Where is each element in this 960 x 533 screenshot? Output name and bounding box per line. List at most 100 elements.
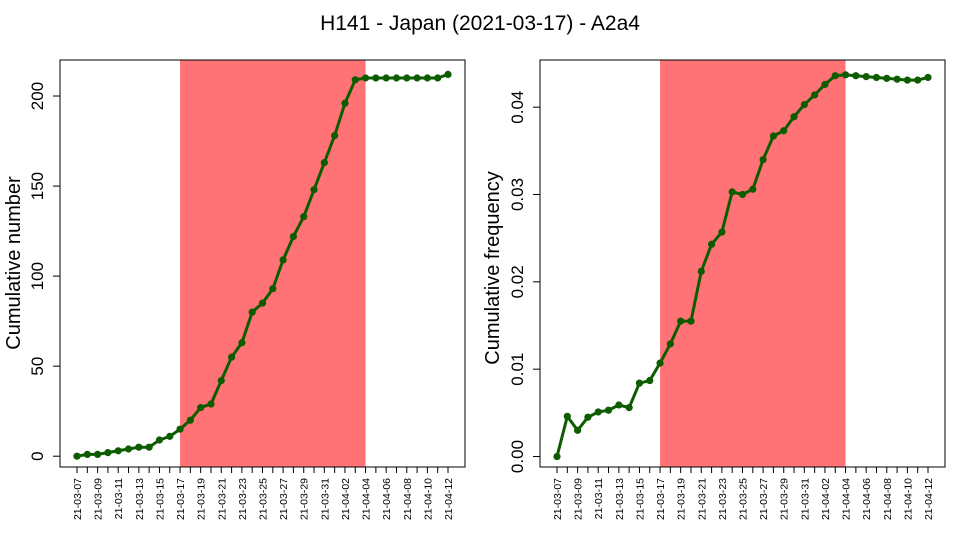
right-data-point — [615, 401, 623, 409]
right-y-axis-label: Cumulative frequency — [482, 171, 504, 364]
right-data-point — [749, 185, 757, 193]
left-data-point — [227, 353, 236, 361]
right-x-tick-label: 21-03-07 — [552, 478, 564, 520]
right-data-point — [883, 74, 891, 82]
right-data-point — [635, 379, 644, 387]
left-data-point — [207, 400, 215, 408]
left-data-point — [320, 159, 328, 167]
left-x-tick-label: 21-04-04 — [361, 478, 373, 520]
left-x-tick-label: 21-03-31 — [319, 478, 331, 520]
right-y-tick-label: 0.04 — [508, 91, 527, 124]
left-data-point — [310, 186, 318, 194]
left-data-point — [289, 232, 298, 241]
right-data-point — [759, 155, 767, 164]
left-y-axis: 0 50 100 150 200 — [28, 82, 60, 461]
right-data-point — [903, 76, 911, 84]
left-highlight-band — [180, 60, 366, 467]
right-data-point — [852, 72, 860, 80]
right-data-point — [707, 240, 716, 248]
left-data-point — [258, 299, 267, 307]
left-data-point — [217, 376, 225, 385]
left-data-point — [155, 436, 164, 444]
right-data-point — [914, 76, 922, 84]
left-x-tick-label: 21-04-02 — [340, 478, 352, 520]
right-chart: 0.000.010.020.030.04 21-03-07 21-03-09 21-… — [482, 59, 946, 520]
right-x-tick-label: 21-03-15 — [634, 478, 646, 520]
left-data-point — [197, 403, 205, 412]
left-x-tick-label: 21-03-19 — [196, 478, 208, 520]
right-x-tick-label: 21-03-27 — [758, 478, 770, 520]
left-y-tick-label: 200 — [28, 82, 47, 110]
right-data-point — [574, 426, 582, 434]
right-data-point — [780, 127, 788, 135]
left-y-axis-label: Cumulative number — [3, 176, 25, 350]
right-data-point — [831, 72, 839, 80]
right-x-tick-label: 21-03-31 — [799, 478, 811, 520]
left-data-point — [423, 74, 431, 82]
left-data-point — [248, 308, 256, 316]
left-data-point — [331, 132, 339, 140]
left-y-tick-label: 150 — [28, 172, 47, 200]
right-x-tick-label: 21-04-08 — [882, 478, 894, 520]
right-x-tick-label: 21-03-23 — [717, 478, 729, 520]
left-data-point — [403, 74, 411, 82]
figure-title: H141 - Japan (2021-03-17) - A2a4 — [320, 12, 640, 35]
right-data-point — [872, 73, 881, 82]
right-data-point — [656, 359, 664, 367]
left-data-point — [176, 425, 184, 433]
right-data-point — [893, 75, 901, 83]
left-data-point — [361, 74, 370, 82]
right-x-tick-label: 21-03-09 — [573, 478, 585, 520]
right-data-point — [697, 267, 705, 275]
left-data-point — [238, 339, 246, 347]
right-data-point — [677, 317, 685, 325]
left-data-point — [73, 452, 81, 460]
right-y-tick-label: 0.03 — [508, 178, 527, 211]
left-x-tick-label: 21-03-21 — [216, 478, 228, 520]
left-points-layer — [73, 70, 452, 460]
right-data-point — [646, 376, 654, 385]
right-data-point — [811, 91, 819, 99]
left-y-tick-label: 50 — [28, 357, 47, 376]
left-data-point — [279, 256, 287, 264]
right-x-tick-label: 21-04-10 — [902, 478, 914, 520]
right-x-tick-label: 21-03-17 — [655, 478, 667, 520]
left-data-point — [104, 448, 112, 457]
left-data-point — [83, 450, 91, 458]
right-x-tick-label: 21-03-13 — [614, 478, 626, 520]
left-x-axis: 21-03-07 21-03-09 21-03-11 21-03-13 21-03-15… — [72, 467, 455, 520]
right-x-tick-label: 21-03-25 — [738, 478, 750, 520]
left-data-point — [413, 74, 421, 82]
right-data-point — [738, 190, 747, 199]
left-x-tick-label: 21-03-13 — [134, 478, 146, 520]
right-x-tick-label: 21-03-21 — [696, 478, 708, 520]
left-x-tick-label: 21-04-08 — [402, 478, 414, 520]
left-data-point — [114, 447, 122, 455]
left-x-tick-label: 21-03-11 — [113, 478, 125, 519]
right-x-tick-label: 21-04-04 — [841, 478, 853, 520]
right-data-point — [924, 73, 932, 82]
right-data-point — [800, 100, 808, 109]
left-data-point — [444, 70, 452, 79]
right-data-point — [563, 412, 571, 420]
left-x-tick-label: 21-03-17 — [175, 478, 187, 520]
right-y-axis: 0.00 0.01 0.02 0.03 0.04 — [508, 91, 540, 473]
right-x-tick-label: 21-03-19 — [676, 478, 688, 520]
right-x-tick-label: 21-04-02 — [820, 478, 832, 520]
right-y-tick-label: 0.00 — [508, 440, 527, 473]
right-data-point — [790, 113, 798, 121]
left-data-point — [166, 432, 174, 440]
left-data-point — [392, 74, 401, 82]
right-data-point — [728, 188, 736, 196]
left-data-point — [300, 213, 308, 221]
right-data-point — [666, 340, 674, 348]
left-data-point — [434, 74, 442, 82]
left-data-point — [135, 443, 143, 451]
left-data-point — [94, 450, 102, 458]
right-data-point — [718, 228, 726, 236]
left-data-point — [372, 74, 380, 82]
left-data-point — [382, 74, 390, 82]
left-y-tick-label: 0 — [28, 451, 47, 460]
left-x-tick-label: 21-03-25 — [258, 478, 270, 520]
